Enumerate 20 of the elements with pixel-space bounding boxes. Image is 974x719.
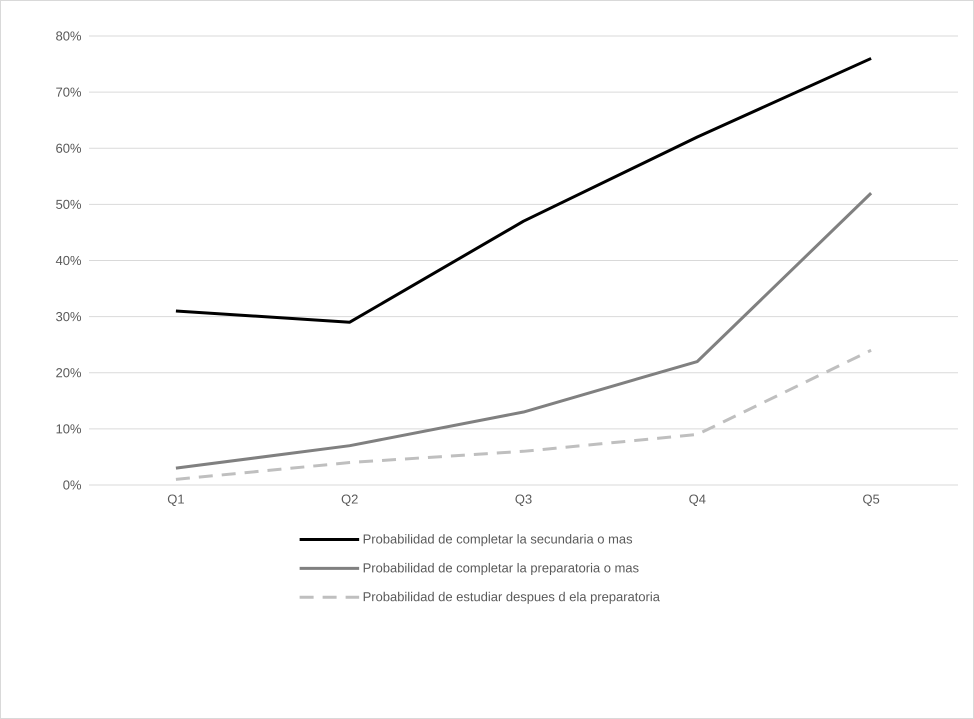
line-series [174,192,873,470]
legend-label: Probabilidad de estudiar despues d ela preparatoria [364,592,660,604]
y-tick-label: 60% [56,144,82,153]
x-tick-label: Q5 [863,494,880,506]
x-tick-label: Q4 [689,494,706,506]
line-series [174,56,873,324]
legend-label: Probabilidad de completar la preparatoria o mas [364,562,639,576]
y-tick-label: 70% [56,88,82,97]
x-tick-label: Q3 [515,494,532,506]
y-tick-label: 0% [63,480,82,490]
y-tick-label: 80% [56,31,82,41]
line-series [174,348,873,481]
legend-label: Probabilidad de completar la secundaria o mas [364,534,632,546]
x-tick-label: Q1 [168,494,184,506]
x-tick-label: Q2 [342,494,358,506]
y-tick-label: 30% [56,312,82,322]
y-tick-label: 40% [56,256,82,266]
y-tick-label: 10% [56,424,82,434]
y-tick-label: 20% [56,368,82,378]
y-tick-label: 50% [56,200,82,209]
